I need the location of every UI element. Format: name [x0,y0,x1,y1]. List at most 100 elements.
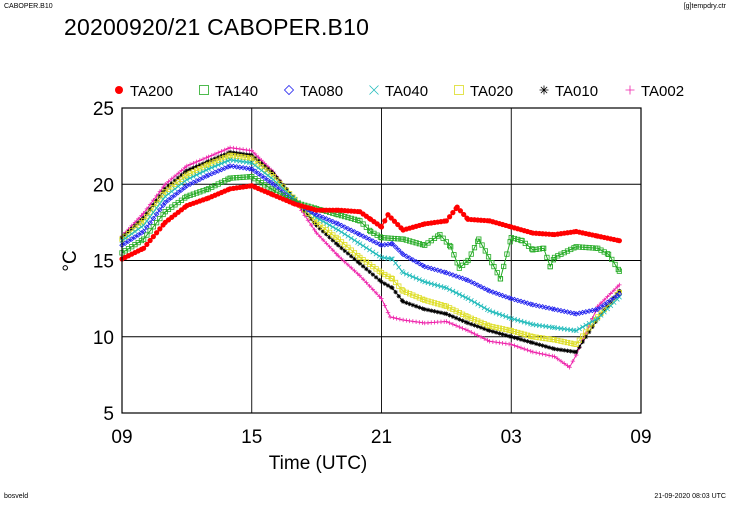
data-point [153,200,160,207]
data-point [471,317,478,323]
data-point [604,251,611,257]
data-point [478,319,484,326]
data-point [320,229,326,234]
data-point [391,218,398,224]
data-point [206,166,211,172]
data-point [129,231,135,237]
data-point [395,236,401,242]
data-point [252,168,258,175]
data-point [493,324,499,331]
corner-label-control-file: [g]tempdry.ctr [683,3,726,10]
data-point [450,306,456,313]
data-point [605,294,610,299]
data-point [443,239,449,245]
data-point [270,174,276,180]
data-point [564,339,571,346]
data-point [182,170,187,175]
data-point [324,232,329,237]
data-point [447,313,452,318]
data-point [184,177,190,183]
data-point [459,275,466,282]
data-point [407,301,412,307]
data-point [605,251,612,257]
data-point [175,183,181,189]
data-point [379,296,384,301]
data-point [465,277,471,284]
data-point [215,181,221,187]
legend-label: TA010 [555,83,598,100]
data-point [240,165,246,171]
data-point [420,306,425,311]
data-point [162,199,169,206]
data-point [475,301,481,307]
data-point [410,274,416,280]
data-point [166,191,171,197]
data-point [481,305,487,311]
data-point [179,172,184,178]
data-point [536,303,543,309]
data-point [431,300,438,306]
data-point [153,220,160,226]
data-point [558,358,564,364]
data-point [147,220,153,226]
data-point [465,314,471,320]
data-point [382,303,387,308]
data-point [485,254,492,260]
data-point [485,327,490,333]
data-point [558,251,564,257]
data-point [500,340,505,346]
data-point [176,175,181,181]
data-point [144,211,150,216]
data-point [476,236,482,242]
data-point [508,328,514,334]
data-point [611,288,617,293]
data-point [400,299,406,304]
data-point [367,283,372,289]
data-point [611,295,617,301]
data-point [231,145,236,151]
data-point [157,193,163,199]
data-point [268,179,274,186]
data-point [450,314,456,319]
data-point [151,202,156,207]
data-point [323,216,330,222]
data-point [157,207,163,213]
data-point [187,175,193,181]
data-point [543,344,549,349]
data-point [519,238,525,244]
data-point [391,315,396,320]
data-point [157,226,163,232]
data-point [255,165,261,171]
data-point [564,309,571,315]
data-point [370,287,376,292]
data-point [490,289,496,295]
legend-label: TA040 [385,83,428,100]
data-point [573,349,579,355]
data-point [330,224,336,230]
data-point [163,186,168,192]
legend-item-ta040: TA040 [369,83,428,100]
data-point [565,348,570,353]
data-point [283,84,295,96]
data-point [227,150,233,155]
data-point [388,275,394,281]
data-point [443,285,449,291]
data-point [406,255,413,261]
data-point [227,152,233,158]
data-point [139,213,144,218]
data-point [475,324,480,329]
data-point [219,153,224,159]
data-point [576,244,582,250]
data-point [417,320,422,325]
data-point [404,318,409,323]
data-point [194,164,199,169]
data-point [490,324,496,330]
data-point [237,146,243,152]
data-point [515,344,520,349]
data-point [314,223,319,228]
data-point [404,300,409,306]
plot-frame [121,107,642,414]
data-point [363,245,369,251]
data-point [209,184,215,190]
data-point [125,238,132,244]
